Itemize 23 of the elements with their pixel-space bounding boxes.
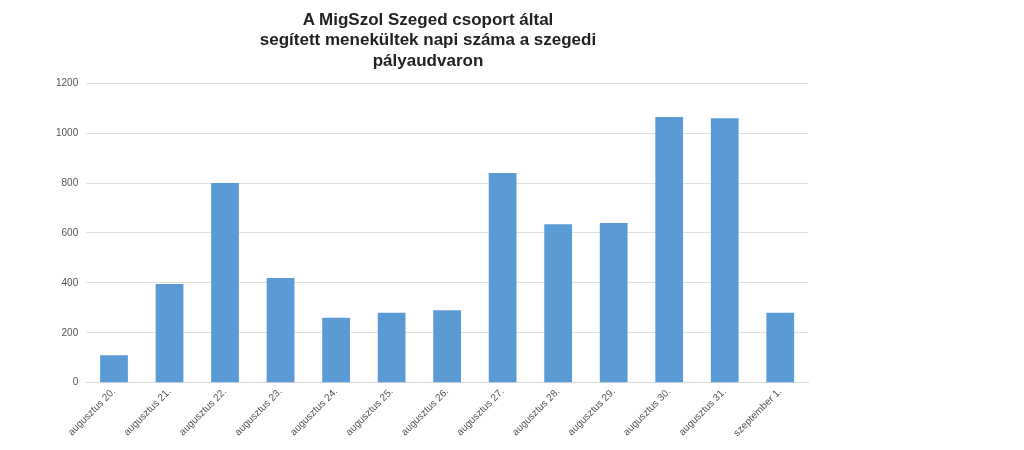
text: A MigSzol Szeged csoport által [302,9,554,29]
bar [710,118,739,383]
bar [211,183,239,383]
bar [544,224,573,383]
bar [100,355,128,383]
bar [599,222,628,383]
y-tick-label: 800 [61,176,79,188]
bar [488,173,517,383]
y-tick-label: 200 [61,326,79,338]
y-tick-label: 1000 [56,126,79,138]
y-tick-label: 0 [72,376,79,388]
bar [655,116,684,383]
bar [155,284,184,383]
bar [766,312,795,383]
bar [266,277,295,383]
bar [377,312,406,383]
text: segített menekültek napi száma a szegedi [259,30,597,50]
bar [433,310,461,383]
bar [322,317,350,383]
y-tick-label: 600 [61,226,79,238]
y-tick-label: 400 [61,276,79,288]
y-tick-label: 1200 [56,76,79,88]
text: pályaudvaron [372,50,484,70]
